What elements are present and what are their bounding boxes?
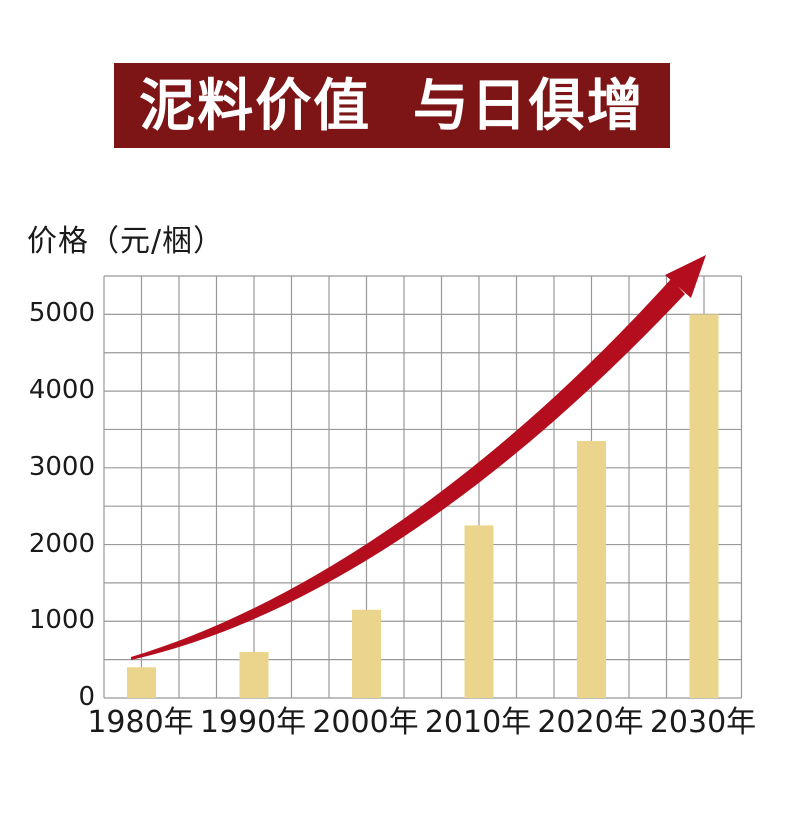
y-tick-label-3000: 3000 [28, 451, 95, 482]
chart-plot-area [103, 275, 743, 699]
y-tick-label-2000: 2000 [28, 528, 95, 559]
bar-2010年 [464, 525, 494, 698]
y-tick-label-4000: 4000 [28, 375, 95, 406]
bar-1980年 [127, 667, 156, 698]
bar-2020年 [577, 441, 606, 698]
x-tick-label-2030年: 2030年 [649, 705, 757, 740]
x-tick-label-1980年: 1980年 [87, 705, 194, 740]
bar-2030年 [689, 314, 719, 698]
bar-1990年 [239, 652, 269, 698]
title-banner: 泥料价值 与日俱增 [114, 63, 670, 148]
x-tick-label-2010年: 2010年 [424, 705, 532, 740]
y-axis-unit-label: 价格（元/梱） [27, 224, 225, 259]
page-title: 泥料价值 与日俱增 [139, 72, 645, 139]
x-tick-label-2000年: 2000年 [312, 705, 419, 740]
grid-lines [103, 275, 743, 699]
y-tick-label-0: 0 [78, 682, 95, 712]
bar-2000年 [352, 609, 381, 698]
y-tick-label-1000: 1000 [28, 605, 95, 636]
x-tick-label-2020年: 2020年 [537, 705, 644, 740]
price-bar-chart [103, 275, 743, 700]
x-tick-label-1990年: 1990年 [199, 705, 307, 740]
y-tick-label-5000: 5000 [28, 298, 95, 329]
